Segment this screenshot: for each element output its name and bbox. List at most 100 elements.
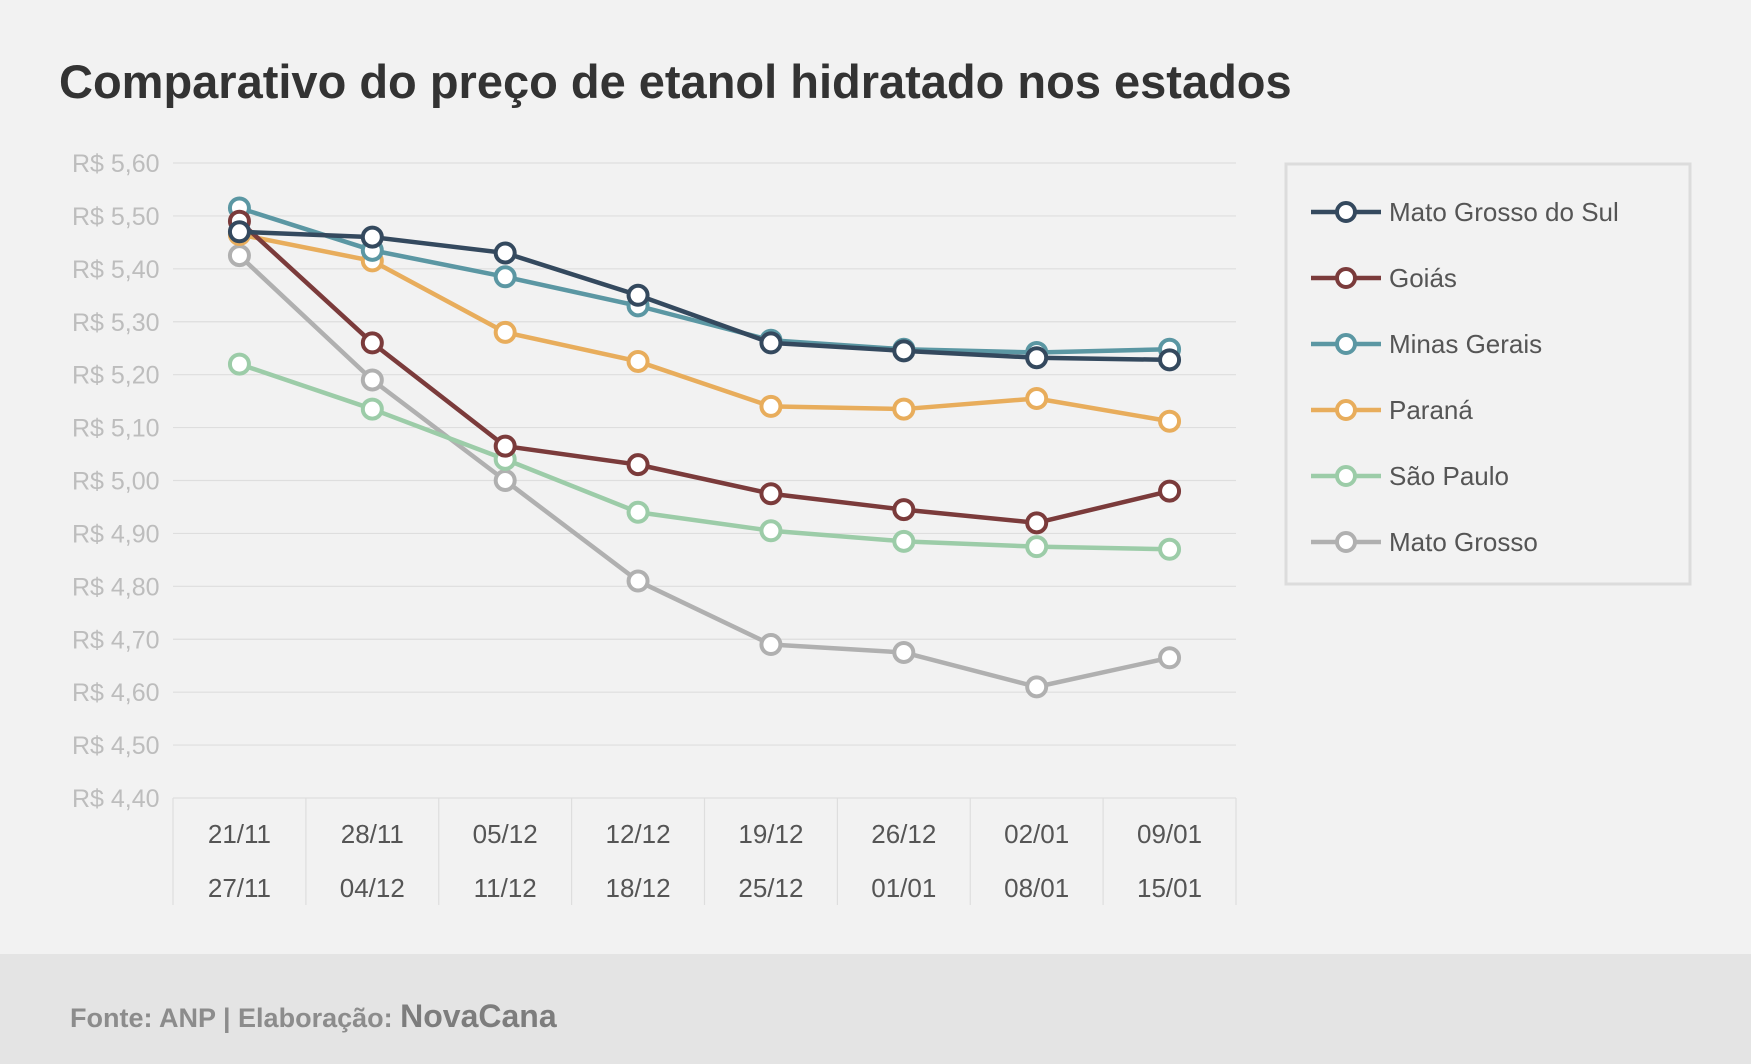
footer: Fonte: ANP | Elaboração: NovaCana xyxy=(0,954,1751,1064)
data-point xyxy=(626,453,650,477)
data-point xyxy=(626,349,650,373)
y-tick-label: R$ 5,20 xyxy=(72,362,160,390)
series-line xyxy=(237,219,1171,526)
x-tick-label-end: 11/12 xyxy=(474,873,537,903)
y-tick-label: R$ 4,60 xyxy=(72,679,160,707)
grid xyxy=(172,162,1237,905)
data-point xyxy=(360,368,384,392)
data-point xyxy=(1025,675,1049,699)
x-tick-label-end: 15/01 xyxy=(1137,873,1202,903)
x-tick-label-end: 08/01 xyxy=(1004,873,1069,903)
x-tick-label-start: 28/11 xyxy=(341,819,404,849)
data-point xyxy=(360,225,384,249)
data-point xyxy=(360,331,384,355)
legend-swatch-marker xyxy=(1335,201,1357,223)
data-point xyxy=(1158,479,1182,503)
x-tick-label-start: 26/12 xyxy=(871,819,936,849)
footer-brand: NovaCana xyxy=(400,998,557,1034)
legend-swatch-marker xyxy=(1335,531,1357,553)
legend-swatch-marker xyxy=(1335,333,1357,355)
legend-swatch-marker xyxy=(1335,267,1357,289)
y-axis-ticks: R$ 5,60 R$ 5,50 R$ 5,40 R$ 5,30 R$ 5,20 R$ 5,… xyxy=(72,150,160,813)
y-tick-label: R$ 5,10 xyxy=(72,415,160,443)
series-line xyxy=(237,253,1171,690)
y-tick-label: R$ 4,40 xyxy=(72,785,160,813)
data-point xyxy=(759,482,783,506)
data-point xyxy=(493,320,517,344)
legend-label: Paraná xyxy=(1389,395,1473,425)
data-point xyxy=(626,283,650,307)
legend-box xyxy=(1284,162,1692,586)
data-point xyxy=(759,633,783,657)
legend-label: Minas Gerais xyxy=(1389,329,1542,359)
series-line xyxy=(238,205,1170,355)
y-tick-label: R$ 4,90 xyxy=(72,520,160,548)
legend-item: Mato Grosso do Sul xyxy=(1311,197,1619,227)
legend-swatch-marker xyxy=(1335,465,1357,487)
x-tick-label-end: 25/12 xyxy=(738,873,803,903)
y-tick-label: R$ 5,30 xyxy=(72,309,160,337)
data-point xyxy=(759,394,783,418)
data-point xyxy=(1025,511,1049,535)
data-point xyxy=(892,339,916,363)
x-tick-label-end: 18/12 xyxy=(606,873,671,903)
y-tick-label: R$ 4,50 xyxy=(72,732,160,760)
legend-label: Mato Grosso do Sul xyxy=(1389,197,1619,227)
data-point xyxy=(227,220,251,244)
data-point xyxy=(1025,535,1049,559)
data-point xyxy=(493,469,517,492)
x-axis-ticks: 21/11 27/11 28/11 04/12 05/12 11/12 12/12 18/12… xyxy=(208,819,1202,903)
data-point xyxy=(626,569,650,593)
chart-title: Comparativo do preço de etanol hidratado… xyxy=(59,55,1292,108)
y-tick-label: R$ 4,70 xyxy=(72,626,160,654)
data-point xyxy=(1025,386,1049,410)
series-lines xyxy=(227,196,1182,699)
data-point xyxy=(227,352,251,376)
line-chart: Comparativo do preço de etanol hidratado… xyxy=(59,55,1692,905)
legend-item: Mato Grosso xyxy=(1311,527,1538,557)
series-line xyxy=(239,229,1170,363)
data-point xyxy=(360,397,384,421)
footer-source: Fonte: ANP | Elaboração: NovaCana xyxy=(70,998,557,1035)
x-tick-label-end: 04/12 xyxy=(340,873,405,903)
legend: Mato Grosso do Sul Goiás Minas Gerais Paran… xyxy=(1284,162,1692,586)
x-tick-label-end: 01/01 xyxy=(871,873,936,903)
x-tick-label-start: 12/12 xyxy=(606,819,671,849)
legend-item: Goiás xyxy=(1311,263,1457,293)
y-tick-label: R$ 4,80 xyxy=(72,573,160,601)
x-tick-label-start: 05/12 xyxy=(473,819,538,849)
data-point xyxy=(493,241,517,265)
y-tick-label: R$ 5,00 xyxy=(72,468,160,496)
data-point xyxy=(892,498,916,522)
legend-label: Mato Grosso xyxy=(1389,527,1538,557)
data-point xyxy=(892,397,916,421)
data-point xyxy=(892,640,916,664)
x-tick-label-start: 21/11 xyxy=(208,819,271,849)
data-point xyxy=(1158,537,1182,561)
x-tick-label-start: 02/01 xyxy=(1004,819,1069,849)
y-tick-label: R$ 5,40 xyxy=(72,256,160,284)
x-tick-label-start: 09/01 xyxy=(1137,819,1202,849)
legend-swatch-marker xyxy=(1335,399,1357,421)
data-point xyxy=(626,500,650,524)
legend-item: Paraná xyxy=(1311,395,1473,425)
series-line xyxy=(238,361,1170,552)
footer-source-label: Fonte: ANP | Elaboração: xyxy=(70,1003,401,1033)
data-point xyxy=(1025,346,1049,370)
data-point xyxy=(892,529,916,553)
data-point xyxy=(227,244,251,268)
data-point xyxy=(493,434,517,458)
legend-item: Minas Gerais xyxy=(1311,329,1542,359)
legend-label: Goiás xyxy=(1389,263,1457,293)
series-4 xyxy=(227,352,1182,561)
data-point xyxy=(1158,348,1182,372)
series-0 xyxy=(227,220,1182,372)
legend-item: São Paulo xyxy=(1311,461,1509,491)
x-tick-label-end: 27/11 xyxy=(208,873,271,903)
data-point xyxy=(493,265,517,289)
data-point xyxy=(759,331,783,355)
x-tick-label-start: 19/12 xyxy=(738,819,803,849)
y-tick-label: R$ 5,50 xyxy=(72,203,160,231)
y-tick-label: R$ 5,60 xyxy=(72,150,160,178)
series-5 xyxy=(227,244,1182,699)
